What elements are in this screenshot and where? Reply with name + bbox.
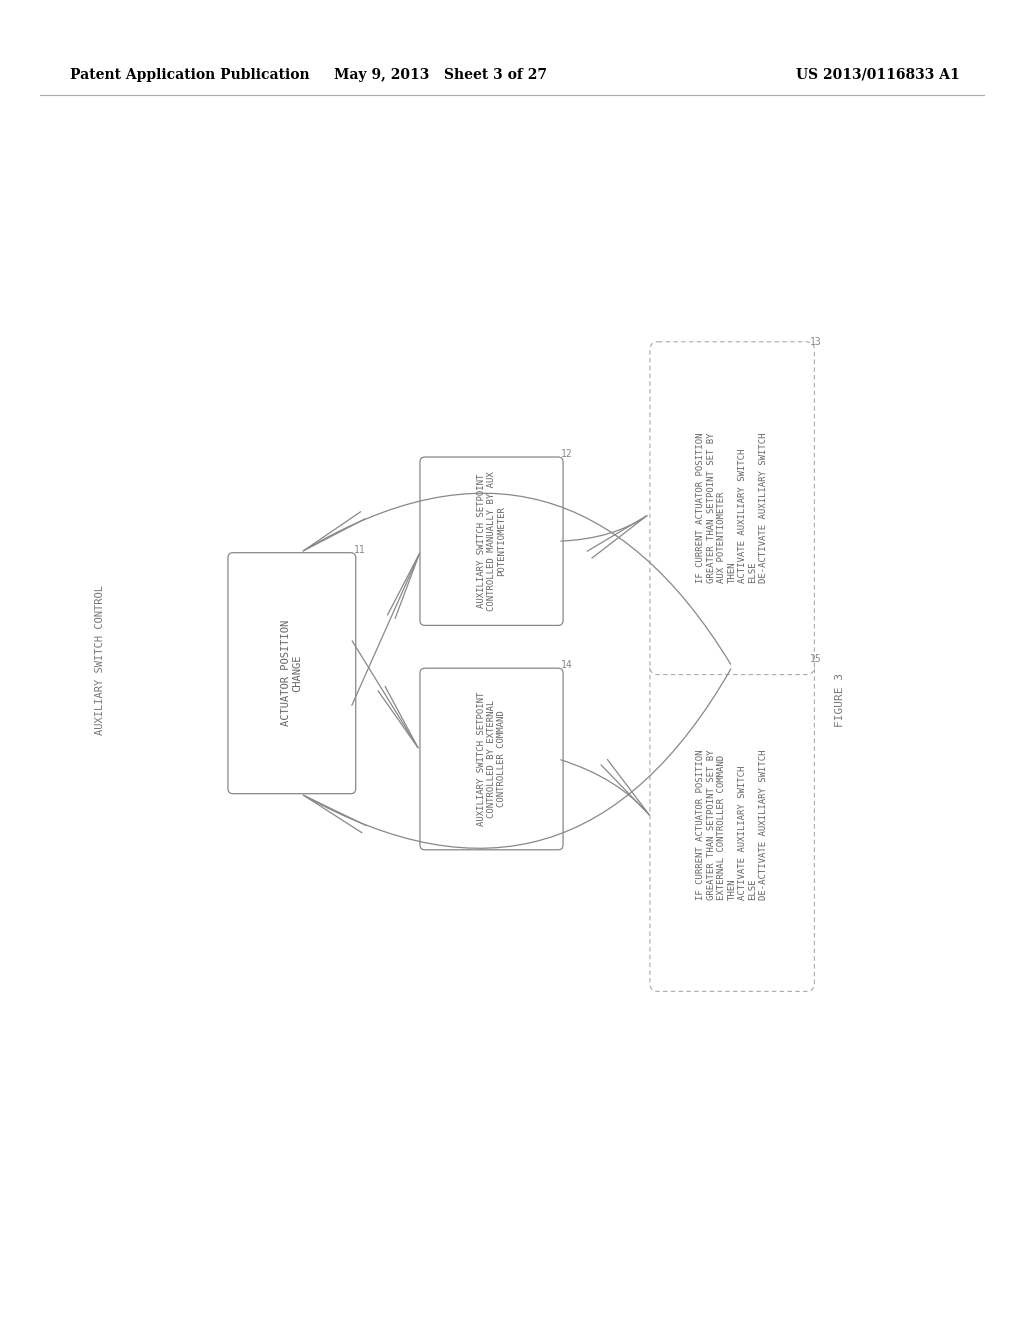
- Text: Patent Application Publication: Patent Application Publication: [70, 69, 309, 82]
- FancyBboxPatch shape: [228, 553, 355, 793]
- Text: ACTUATOR POSITION
CHANGE: ACTUATOR POSITION CHANGE: [281, 620, 303, 726]
- FancyBboxPatch shape: [420, 457, 563, 626]
- Text: 13: 13: [809, 337, 821, 347]
- Text: FIGURE 3: FIGURE 3: [835, 673, 845, 727]
- Text: IF CURRENT ACTUATOR POSITION
GREATER THAN SETPOINT SET BY
EXTERNAL CONTROLLER CO: IF CURRENT ACTUATOR POSITION GREATER THA…: [696, 750, 768, 900]
- FancyBboxPatch shape: [650, 659, 814, 991]
- Text: 12: 12: [561, 449, 572, 459]
- FancyBboxPatch shape: [650, 342, 814, 675]
- Text: US 2013/0116833 A1: US 2013/0116833 A1: [797, 69, 961, 82]
- FancyBboxPatch shape: [420, 668, 563, 850]
- Text: May 9, 2013   Sheet 3 of 27: May 9, 2013 Sheet 3 of 27: [334, 69, 547, 82]
- Text: 11: 11: [353, 545, 366, 554]
- Text: AUXILIARY SWITCH CONTROL: AUXILIARY SWITCH CONTROL: [95, 585, 105, 735]
- Text: 15: 15: [809, 653, 821, 664]
- Text: IF CURRENT ACTUATOR POSITION
GREATER THAN SETPOINT SET BY
AUX POTENTIOMETER
THEN: IF CURRENT ACTUATOR POSITION GREATER THA…: [696, 433, 768, 583]
- Text: AUXILIARY SWITCH SETPOINT
CONTROLLED MANUALLY BY AUX
POTENTIOMETER: AUXILIARY SWITCH SETPOINT CONTROLLED MAN…: [476, 471, 507, 611]
- Text: 14: 14: [561, 660, 572, 671]
- Text: AUXILIARY SWITCH SETPOINT
CONTROLLED BY EXTERNAL
CONTROLLER COMMAND: AUXILIARY SWITCH SETPOINT CONTROLLED BY …: [476, 692, 507, 826]
